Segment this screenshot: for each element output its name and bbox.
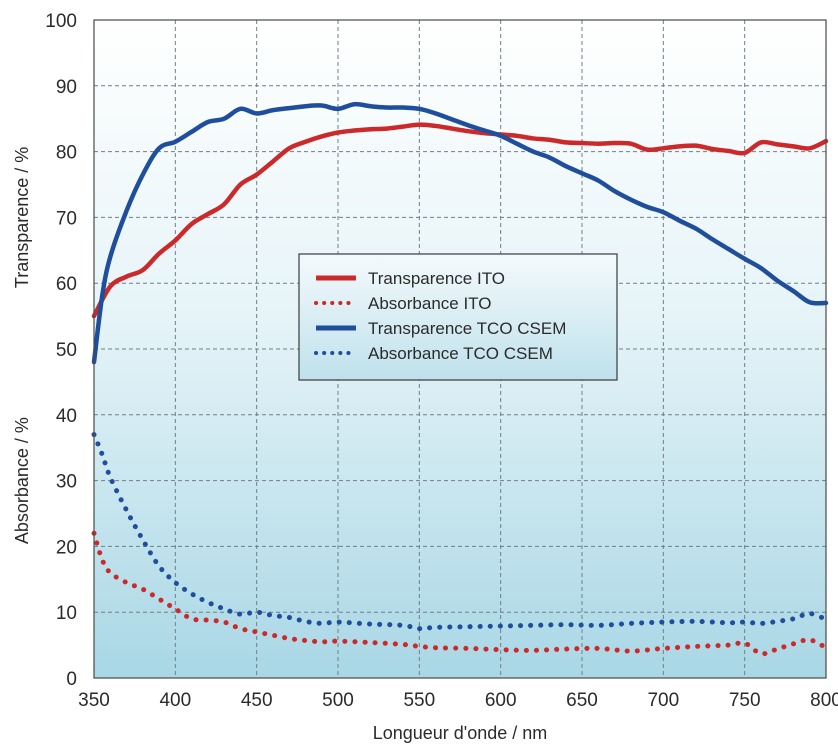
x-tick-label-800: 800 [810, 690, 838, 711]
x-tick-label-400: 400 [159, 690, 191, 711]
plot-frame [93, 19, 827, 679]
legend-label-absorbance-ito: Absorbance ITO [368, 294, 491, 313]
x-tick-label-350: 350 [78, 690, 110, 711]
x-tick-label-500: 500 [322, 690, 354, 711]
tick-labels: 350 400 450 500 550 600 650 700 750 800 0 10 20 30 40 5… [45, 11, 838, 711]
series-line-transparence-tco-csem [91, 101, 829, 365]
legend-label-transparence-tco-csem: Transparence TCO CSEM [368, 319, 566, 338]
y-tick-label-20: 20 [56, 537, 77, 558]
series-line-absorbance-ito [91, 530, 829, 657]
x-tick-label-650: 650 [566, 690, 598, 711]
y-tick-label-70: 70 [56, 208, 77, 229]
y-tick-label-0: 0 [66, 669, 77, 690]
y-tick-label-50: 50 [56, 340, 77, 361]
y-tick-label-30: 30 [56, 472, 77, 493]
y-tick-label-60: 60 [56, 274, 77, 295]
series-line-transparence-ito [91, 122, 829, 319]
x-axis-title: Longueur d'onde / nm [373, 723, 548, 743]
y-tick-label-100: 100 [45, 11, 77, 32]
legend-label-transparence-ito: Transparence ITO [368, 269, 505, 288]
x-tick-label-700: 700 [647, 690, 679, 711]
y-tick-label-40: 40 [56, 406, 77, 427]
legend-box [298, 253, 618, 381]
legend: Transparence ITO Absorbance ITO Transpar… [298, 253, 618, 381]
x-tick-label-450: 450 [241, 690, 273, 711]
legend-label-absorbance-tco-csem: Absorbance TCO CSEM [368, 344, 553, 363]
x-tick-label-600: 600 [485, 690, 517, 711]
y-axis-title-absorbance: Absorbance / % [12, 417, 32, 544]
series-line-absorbance-tco-csem [91, 432, 829, 632]
series-layer [91, 101, 829, 657]
x-tick-label-550: 550 [403, 690, 435, 711]
y-tick-label-10: 10 [56, 603, 77, 624]
y-tick-label-90: 90 [56, 77, 77, 98]
y-tick-label-80: 80 [56, 143, 77, 164]
x-tick-label-750: 750 [729, 690, 761, 711]
y-axis-title-transparence: Transparence / % [12, 147, 32, 288]
